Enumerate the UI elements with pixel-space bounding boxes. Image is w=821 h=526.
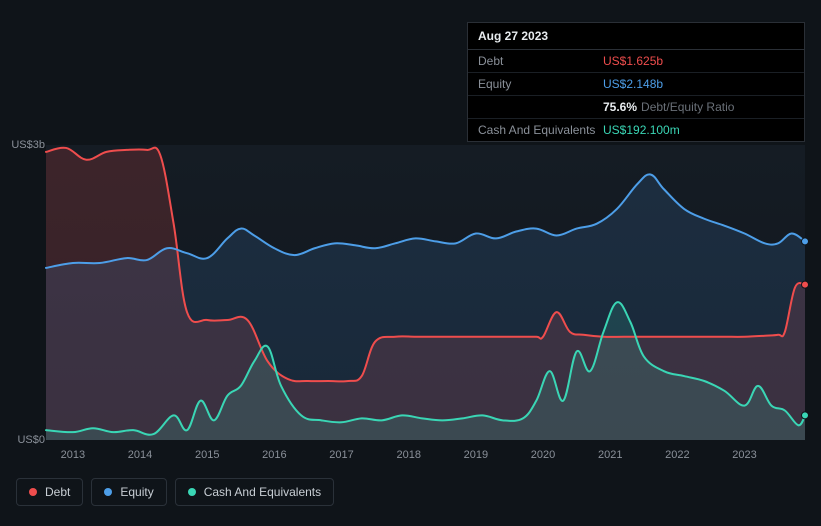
legend-label: Debt	[45, 485, 70, 499]
tooltip-row-value: 75.6%Debt/Equity Ratio	[603, 100, 794, 114]
series-end-marker	[802, 412, 809, 419]
x-axis-tick: 2019	[464, 449, 488, 461]
y-axis-label: US$0	[17, 434, 45, 446]
legend-label: Cash And Equivalents	[204, 485, 321, 499]
x-axis-tick: 2013	[61, 449, 85, 461]
x-axis-tick: 2018	[396, 449, 420, 461]
x-axis: 2013 2014 2015 2016 2017 2018 2019 2020 2021 2022…	[46, 445, 805, 465]
series-end-marker	[802, 238, 809, 245]
tooltip-row-label: Equity	[478, 77, 603, 91]
x-axis-tick: 2022	[665, 449, 689, 461]
tooltip-row-label: Debt	[478, 54, 603, 68]
y-axis-label: US$3b	[11, 139, 45, 151]
chart-legend: Debt Equity Cash And Equivalents	[16, 478, 334, 506]
debt-equity-chart[interactable]: US$3bUS$0 201320142015201620172018201920…	[16, 125, 805, 505]
x-axis-tick: 2014	[128, 449, 152, 461]
series-end-marker	[802, 281, 809, 288]
chart-plot-area[interactable]	[46, 145, 805, 440]
tooltip-row: EquityUS$2.148b	[468, 73, 804, 96]
tooltip-row-label: Cash And Equivalents	[478, 123, 603, 137]
x-axis-tick: 2015	[195, 449, 219, 461]
x-axis-tick: 2016	[262, 449, 286, 461]
tooltip-row: DebtUS$1.625b	[468, 50, 804, 73]
x-axis-tick: 2017	[329, 449, 353, 461]
tooltip-row-value: US$192.100m	[603, 123, 794, 137]
x-axis-tick: 2021	[598, 449, 622, 461]
x-axis-tick: 2020	[531, 449, 555, 461]
legend-label: Equity	[120, 485, 153, 499]
x-axis-tick: 2023	[732, 449, 756, 461]
tooltip-row-value: US$2.148b	[603, 77, 794, 91]
tooltip-row: Cash And EquivalentsUS$192.100m	[468, 119, 804, 141]
chart-tooltip: Aug 27 2023 DebtUS$1.625bEquityUS$2.148b…	[467, 22, 805, 142]
legend-dot-icon	[104, 488, 112, 496]
legend-item[interactable]: Cash And Equivalents	[175, 478, 334, 506]
tooltip-row-value: US$1.625b	[603, 54, 794, 68]
tooltip-row-label	[478, 100, 603, 114]
tooltip-date: Aug 27 2023	[468, 23, 804, 50]
legend-item[interactable]: Equity	[91, 478, 166, 506]
legend-dot-icon	[29, 488, 37, 496]
legend-item[interactable]: Debt	[16, 478, 83, 506]
tooltip-row: 75.6%Debt/Equity Ratio	[468, 96, 804, 119]
legend-dot-icon	[188, 488, 196, 496]
